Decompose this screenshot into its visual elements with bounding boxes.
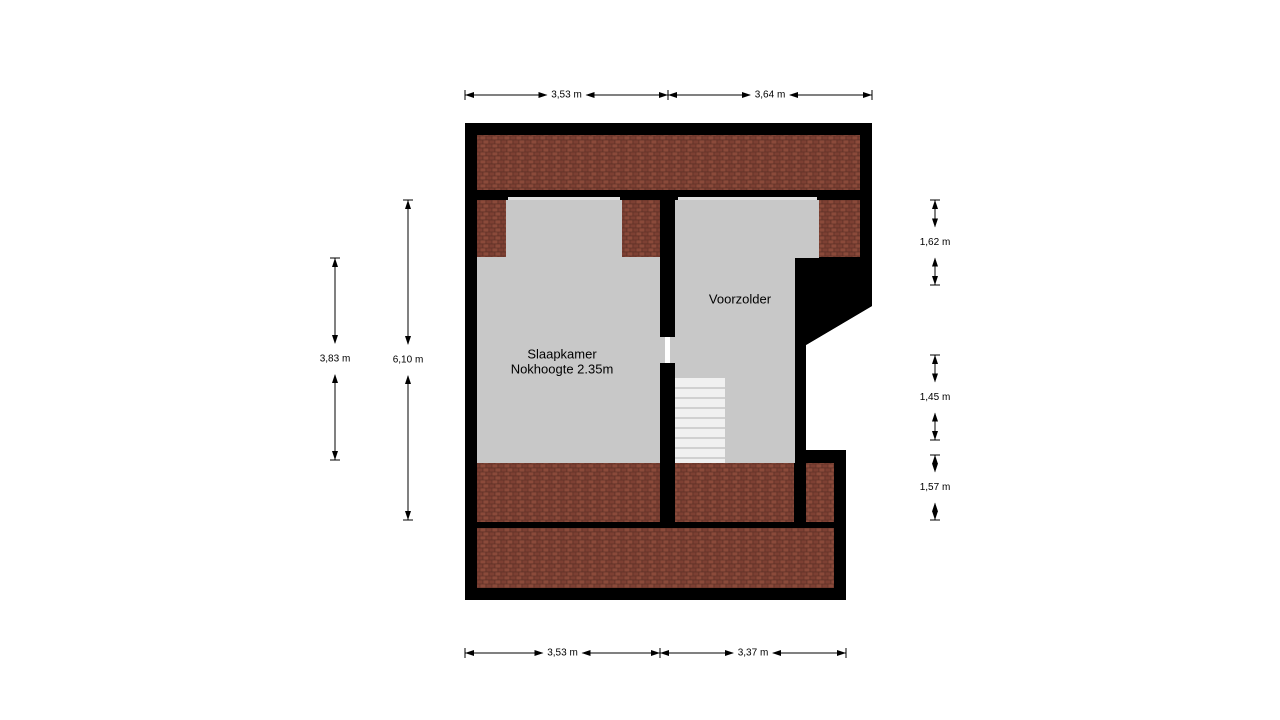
voorzolder-label: Voorzolder [709,291,772,306]
svg-text:6,10 m: 6,10 m [393,355,424,366]
svg-text:1,45 m: 1,45 m [920,392,951,403]
svg-text:3,53 m: 3,53 m [551,90,582,101]
svg-text:3,53 m: 3,53 m [547,648,578,659]
svg-text:1,57 m: 1,57 m [920,482,951,493]
slaapkamer-label-2: Nokhoogte 2.35m [511,361,614,376]
floorplan-canvas: Slaapkamer Nokhoogte 2.35m Voorzolder 3,… [0,0,1280,720]
svg-text:3,37 m: 3,37 m [738,648,769,659]
slaapkamer-label-1: Slaapkamer [527,346,597,361]
svg-text:1,62 m: 1,62 m [920,237,951,248]
svg-text:3,64 m: 3,64 m [755,90,786,101]
staircase [675,378,725,463]
door-opening [660,337,675,363]
svg-text:3,83 m: 3,83 m [320,354,351,365]
